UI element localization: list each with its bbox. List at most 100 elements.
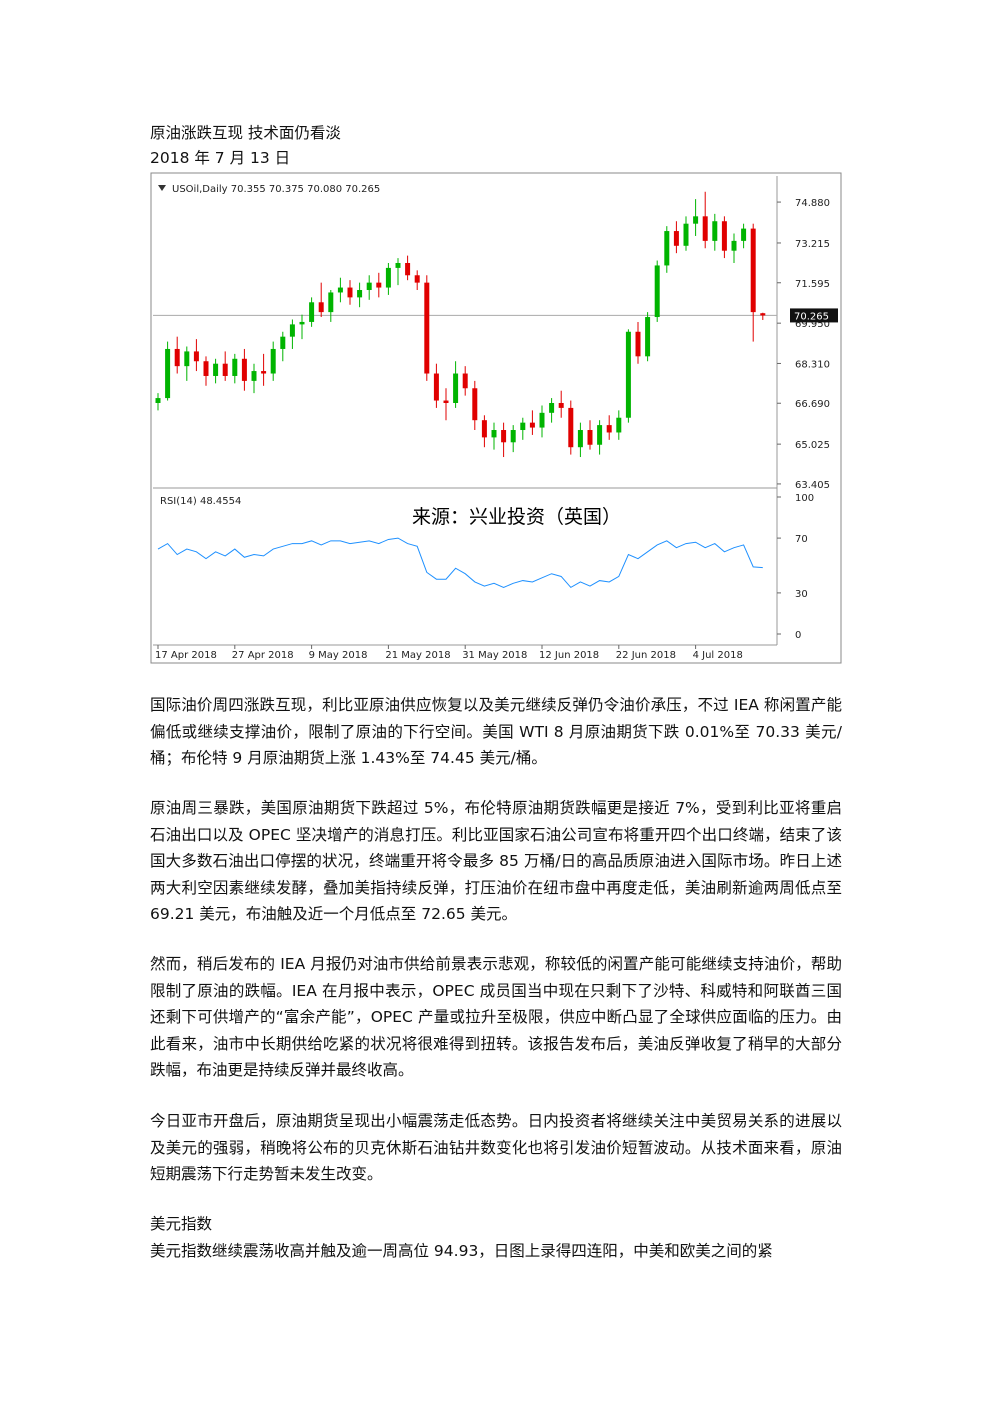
menu-icon [158,185,166,191]
price-tag: 70.265 [794,311,829,322]
candle-body [453,373,459,403]
candle-body [357,290,363,298]
rsi-line [157,537,763,589]
candle-body [405,262,411,276]
candle-body [251,371,257,381]
candle-body [203,361,209,376]
candle-body [760,313,766,316]
candle-body [462,373,468,389]
candle-body [712,221,718,241]
paragraph: 今日亚市开盘后，原油期货呈现出小幅震荡走低态势。日内投资者将继续关注中美贸易关系… [150,1112,842,1183]
y-tick-label: 74.880 [795,198,830,209]
candle-body [270,348,276,374]
paragraph: 国际油价周四涨跌互现，利比亚原油供应恢复以及美元继续反弹仍令油价承压，不过 IE… [150,696,842,767]
candle-body [443,400,449,403]
y-tick-label: 69.950 [795,319,830,330]
y-tick-label: 65.025 [795,440,830,451]
doc-date: 2018 年 7 月 13 日 [150,149,291,167]
chart-frame [150,172,842,664]
candle-body [155,398,161,403]
y-tick-label: 0 [795,630,801,641]
candle-body [241,358,247,381]
candle-body [645,317,651,357]
candle-body [587,430,593,445]
candle-body [174,348,180,367]
candle-body [539,412,545,428]
candle-body [616,417,622,433]
candle-body [654,265,660,318]
candle-body [683,223,689,246]
candle-body [625,331,631,418]
candle-body [289,324,295,337]
candle-body [702,216,708,241]
candle-body [693,216,699,224]
x-tick-label: 4 Jul 2018 [693,650,743,661]
candle-body [376,282,382,288]
candle-body [635,331,641,357]
chart-header: USOil,Daily 70.355 70.375 70.080 70.265 [172,184,380,195]
candle-body [577,430,583,448]
candle-body [529,422,535,428]
y-tick-label: 68.310 [795,359,830,370]
y-tick-label: 73.215 [795,239,830,250]
candle-body [395,262,401,268]
candle-body [597,425,603,445]
chart: USOil,Daily 70.355 70.375 70.080 70.265 … [150,172,842,664]
y-tick-label: 100 [795,493,814,504]
candle-body [261,371,267,374]
candle-body [184,351,190,367]
price-tag-bg [790,308,838,323]
doc-title: 原油涨跌互现 技术面仍看淡 [150,124,341,142]
candle-body [491,430,497,438]
candle-body [193,351,199,362]
candle-body [213,363,219,376]
candle-body [721,221,727,251]
candle-body [472,388,478,421]
candle-body [510,430,516,443]
candle-body [750,228,756,313]
candle-body [520,422,526,431]
candle-body [433,373,439,401]
paragraph: 然而，稍后发布的 IEA 月报仍对油市供给前景表示悲观，称较低的闲置产能可能继续… [150,955,842,1079]
candle-body [481,420,487,438]
candle-body [299,321,305,325]
y-tick-label: 70 [795,534,808,545]
candle-body [501,430,507,443]
candle-body [222,363,228,376]
x-tick-label: 27 Apr 2018 [232,650,294,661]
y-tick-label: 63.405 [795,480,830,491]
x-tick-label: 21 May 2018 [385,650,450,661]
paragraph: 原油周三暴跌，美国原油期货下跌超过 5%，布伦特原油期货跌幅更是接近 7%，受到… [150,799,842,923]
candle-body [366,282,372,291]
candle-body [347,287,353,298]
section-heading: 美元指数 [150,1215,213,1233]
candle-body [309,302,315,322]
candle-body [414,275,420,283]
candle-body [568,407,574,448]
candle-body [232,358,238,376]
candle-body [664,231,670,266]
candle-body [606,425,612,433]
watermark: 来源：兴业投资（英国） [412,506,621,528]
x-tick-label: 31 May 2018 [462,650,527,661]
candle-body [280,336,286,349]
y-tick-label: 66.690 [795,399,830,410]
candle-body [673,231,679,246]
x-tick-label: 12 Jun 2018 [539,650,599,661]
candle-body [549,402,555,413]
paragraph: 美元指数继续震荡收高并触及逾一周高位 94.93，日图上录得四连阳，中美和欧美之… [150,1242,773,1260]
candle-body [731,240,737,251]
candle-body [337,287,343,293]
candle-body [318,302,324,313]
candle-body [741,228,747,241]
y-tick-label: 30 [795,589,808,600]
x-tick-label: 22 Jun 2018 [616,650,676,661]
candle-body [328,292,334,313]
candle-body [424,282,430,374]
candle-body [385,267,391,288]
x-tick-label: 9 May 2018 [309,650,368,661]
x-tick-label: 17 Apr 2018 [155,650,217,661]
candle-body [558,402,564,408]
candle-body [165,348,171,399]
